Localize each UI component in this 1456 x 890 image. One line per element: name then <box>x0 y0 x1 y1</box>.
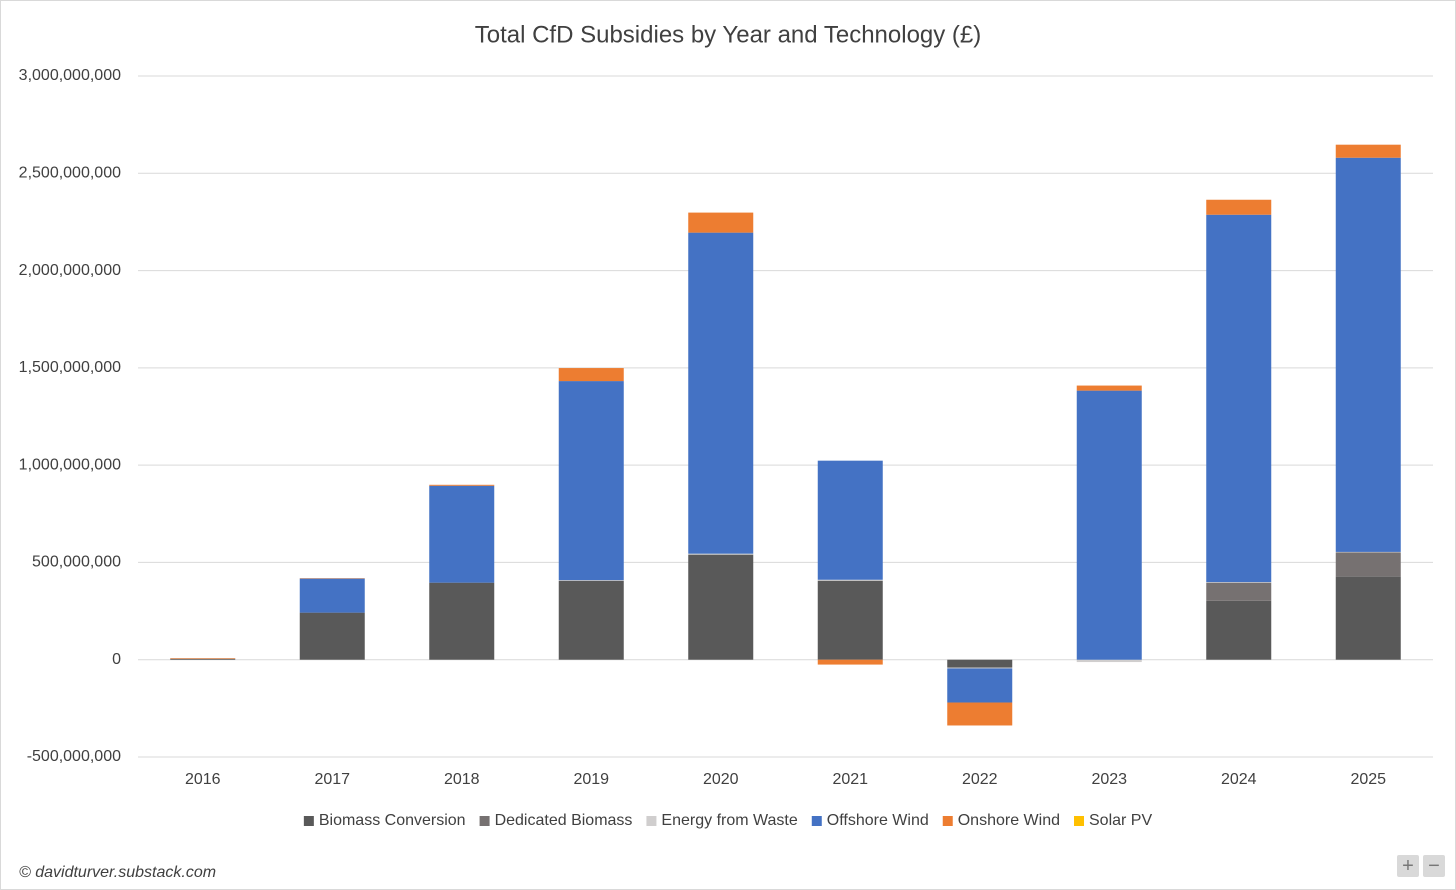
bar-segment <box>817 580 883 660</box>
bar-segment <box>1335 552 1401 577</box>
legend-label: Biomass Conversion <box>319 812 466 829</box>
bar-segment <box>170 658 236 660</box>
bar-segment <box>1076 659 1142 663</box>
legend-label: Energy from Waste <box>661 812 797 829</box>
bar-segment <box>170 658 236 659</box>
footer: © davidturver.substack.com <box>19 864 216 881</box>
bar-segment <box>947 702 1013 726</box>
bar-segment <box>1206 582 1272 601</box>
y-tick-label: 500,000,000 <box>32 554 121 571</box>
x-tick-label: 2025 <box>1350 771 1386 788</box>
bar-segment <box>1206 214 1272 583</box>
bar-segment <box>947 667 1013 669</box>
legend-label: Offshore Wind <box>827 812 929 829</box>
y-tick-label: 2,500,000,000 <box>19 165 121 182</box>
bar-segment <box>817 579 883 581</box>
bar-segment <box>1076 390 1142 660</box>
y-tick-label: 2,000,000,000 <box>19 262 121 279</box>
legend-swatch <box>811 816 822 826</box>
zoom-out[interactable]: − <box>1423 855 1445 877</box>
bar-segment <box>1206 582 1272 583</box>
x-tick-label: 2018 <box>444 771 480 788</box>
zoom-in[interactable]: + <box>1397 855 1419 877</box>
legend-label: Dedicated Biomass <box>495 812 633 829</box>
bar-segment <box>947 659 1013 668</box>
x-tick-label: 2023 <box>1091 771 1127 788</box>
bar-segment <box>947 668 1013 703</box>
bar-segment <box>558 580 624 581</box>
bar-segment <box>429 484 495 486</box>
bar-segment <box>688 232 754 554</box>
bar-segment <box>429 485 495 583</box>
bar-segment <box>1335 551 1401 553</box>
y-tick-label: 1,000,000,000 <box>19 456 121 473</box>
bar-segment <box>558 580 624 660</box>
y-tick-label: 3,000,000,000 <box>19 67 121 84</box>
legend-label: Solar PV <box>1089 812 1152 829</box>
y-tick-label: -500,000,000 <box>27 748 121 765</box>
bar-segment <box>1206 199 1272 215</box>
bar-segment <box>1076 385 1142 391</box>
bar-segment <box>688 554 754 660</box>
bar-segment <box>1335 144 1401 158</box>
bar-segment <box>558 368 624 382</box>
x-tick-label: 2022 <box>962 771 998 788</box>
x-tick-label: 2016 <box>185 771 221 788</box>
x-tick-label: 2024 <box>1221 771 1257 788</box>
bar-segment <box>1206 600 1272 660</box>
bar-segment <box>429 582 495 660</box>
bar-segment <box>688 212 754 233</box>
bar-segment <box>558 381 624 581</box>
bar-segment <box>299 578 365 613</box>
bar-segment <box>299 612 365 660</box>
legend-swatch <box>1074 816 1085 826</box>
bar-segment <box>1335 576 1401 660</box>
legend-swatch <box>942 816 953 826</box>
legend-swatch <box>303 816 314 826</box>
bar-segment <box>1335 157 1401 552</box>
legend-label: Onshore Wind <box>958 812 1060 829</box>
bar-segment <box>817 460 883 580</box>
bar-segment <box>817 659 883 665</box>
chart-title: Total CfD Subsidies by Year and Technolo… <box>475 21 982 48</box>
y-tick-label: 0 <box>112 651 121 668</box>
x-tick-label: 2017 <box>314 771 350 788</box>
x-tick-label: 2019 <box>573 771 609 788</box>
y-tick-label: 1,500,000,000 <box>19 359 121 376</box>
x-tick-label: 2020 <box>703 771 739 788</box>
legend-swatch <box>479 816 490 826</box>
x-tick-label: 2021 <box>832 771 868 788</box>
bar-segment <box>688 553 754 555</box>
legend-swatch <box>646 816 657 826</box>
